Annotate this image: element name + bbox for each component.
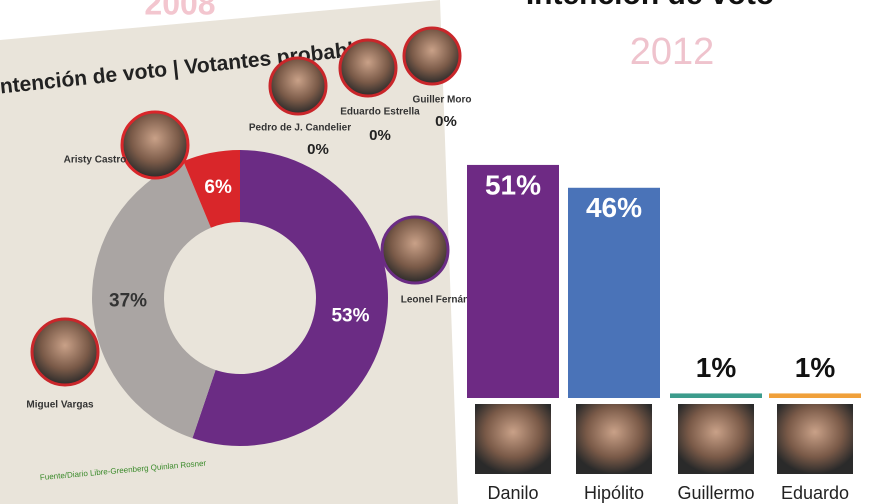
candidate-photo [576,404,652,474]
bar [568,187,660,398]
candidate-name: Aristy Castro [64,155,127,166]
value-label: 51% [485,169,541,200]
donut-segment [192,150,388,446]
candidate-photo [30,317,100,387]
category-label: Danilo [487,483,538,503]
bar [670,393,762,398]
candidate-name: Guiller Moro [413,95,472,106]
bar-chart: 51% Danilo 46% Hipólito 1% Guillermo 1% Eduardo [467,164,861,503]
candidate-name: Miguel Vargas [26,400,94,411]
candidate-photo [268,56,328,116]
bar [467,164,559,398]
value-label: 46% [586,192,642,223]
donut-segment [91,161,216,439]
candidate-photo [678,404,754,474]
candidate-photo [338,38,398,98]
candidate-photo [120,110,190,180]
candidate-photo [777,404,853,474]
candidate-photo [475,404,551,474]
candidate-name: Leonel Fernánd [401,295,475,306]
right-subtitle: 2012 [630,31,715,73]
category-label: Eduardo [781,483,849,503]
value-label: 0% [369,127,391,144]
candidate-photo [402,26,462,86]
left-title: 2008 [144,0,215,21]
value-label: 0% [307,141,329,158]
candidate-name: Eduardo Estrella [340,107,420,118]
value-label: 37% [109,291,147,312]
donut-chart: 53% Leonel Fernánd 37% Miguel Vargas 6% Arist… [26,26,475,446]
bar [769,393,861,398]
candidate-photo [380,215,450,285]
right-title: Intención de voto [526,0,774,11]
donut-segment [183,150,240,228]
value-label: 0% [435,113,457,130]
value-label: 53% [331,305,369,326]
category-label: Hipólito [584,483,644,503]
category-label: Guillermo [677,483,754,503]
value-label: 6% [204,177,232,198]
candidate-name: Pedro de J. Candelier [249,123,351,134]
value-label: 1% [696,352,737,383]
value-label: 1% [795,352,836,383]
